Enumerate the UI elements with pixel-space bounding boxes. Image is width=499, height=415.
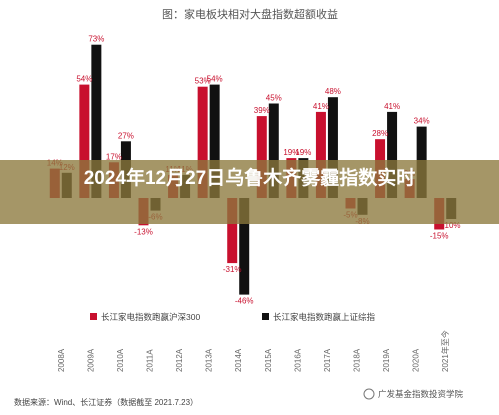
legend-swatch-series-2 [262, 313, 269, 320]
data-label-series-1-2021年至今: -15% [430, 232, 449, 241]
bar-series-1-2013A [197, 86, 208, 198]
headline-banner: 2024年12月27日乌鲁木齐雾霾指数实时 [0, 160, 499, 224]
bar-series-2-2014A [239, 198, 250, 295]
data-label-series-1-2013A: 53% [195, 77, 211, 86]
data-label-series-2-2017A: 48% [325, 87, 341, 96]
legend-label-series-2: 长江家电指数跑赢上证综指 [273, 312, 376, 322]
data-label-series-2-2020A: 34% [414, 117, 430, 126]
legend-label-series-1: 长江家电指数跑赢沪深300 [101, 312, 200, 322]
data-label-series-1-2011A: -13% [134, 227, 153, 236]
x-tick-2008A: 2008A [57, 348, 66, 372]
bar-series-2-2015A [268, 103, 279, 198]
x-tick-2018A: 2018A [353, 348, 362, 372]
data-label-series-2-2015A: 45% [266, 94, 282, 103]
data-label-series-1-2016A: 19% [283, 148, 299, 157]
x-tick-2010A: 2010A [116, 348, 125, 372]
source-note: 数据来源：Wind、长江证券（数据截至 2021.7.23） [14, 397, 198, 407]
legend: 长江家电指数跑赢沪深300 长江家电指数跑赢上证综指 [90, 312, 376, 322]
x-tick-2009A: 2009A [86, 348, 95, 372]
bar-series-2-2017A [327, 97, 338, 198]
x-tick-2019A: 2019A [382, 348, 391, 372]
x-tick-2017A: 2017A [323, 348, 332, 372]
headline-text: 2024年12月27日乌鲁木齐雾霾指数实时 [83, 168, 416, 189]
legend-swatch-series-1 [90, 313, 97, 320]
data-label-series-2-2010A: 27% [118, 131, 134, 140]
bar-series-1-2014A [227, 198, 238, 264]
x-tick-2016A: 2016A [293, 348, 302, 372]
bar-series-1-2009A [79, 84, 90, 198]
data-label-series-2-2016A: 19% [295, 148, 311, 157]
data-label-series-2-2013A: 54% [207, 75, 223, 84]
bar-series-1-2017A [315, 111, 326, 198]
bar-series-2-2013A [209, 84, 220, 198]
data-label-series-2-2009A: 73% [88, 35, 104, 44]
data-label-series-1-2014A: -31% [223, 265, 242, 274]
x-tick-2013A: 2013A [205, 348, 214, 372]
data-label-series-1-2010A: 17% [106, 152, 122, 161]
watermark-text: 广发基金指数投资学院 [378, 389, 464, 399]
data-label-series-2-2021年至今: -10% [442, 221, 461, 230]
data-label-series-1-2019A: 28% [372, 129, 388, 138]
bar-series-2-2009A [91, 44, 102, 199]
x-tick-2014A: 2014A [234, 348, 243, 372]
watermark-icon [363, 388, 375, 400]
x-tick-2011A: 2011A [146, 349, 155, 372]
bar-series-1-2015A [256, 116, 267, 198]
x-tick-2012A: 2012A [175, 348, 184, 372]
x-tick-2021年至今: 2021年至今 [440, 330, 450, 372]
x-tick-2020A: 2020A [412, 348, 421, 372]
data-label-series-2-2019A: 41% [384, 102, 400, 111]
bar-series-2-2019A [387, 111, 398, 198]
data-label-series-2-2014A: -46% [235, 297, 254, 306]
data-label-series-1-2017A: 41% [313, 102, 329, 111]
x-tick-2015A: 2015A [264, 348, 273, 372]
data-label-series-1-2009A: 54% [76, 75, 92, 84]
x-tick-labels-group: 2008A 2009A 2010A 2011A 2012A 2013A 2014A 2015A… [57, 330, 450, 372]
data-label-series-1-2015A: 39% [254, 106, 270, 115]
chart-title: 图：家电板块相对大盘指数超额收益 [162, 7, 338, 21]
